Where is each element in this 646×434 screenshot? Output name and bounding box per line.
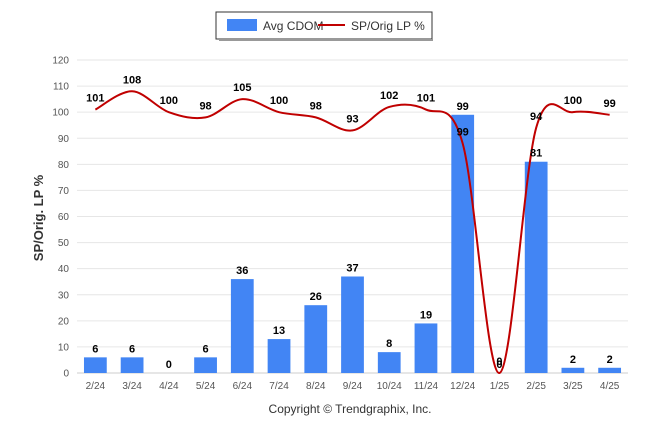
line-value-label: 100 xyxy=(270,95,288,107)
x-tick-label: 6/24 xyxy=(233,381,253,392)
y-tick-label: 0 xyxy=(63,369,69,380)
copyright-text: Copyright © Trendgraphix, Inc. xyxy=(269,402,432,416)
bar xyxy=(230,279,254,373)
bar xyxy=(120,357,144,373)
y-tick-label: 20 xyxy=(58,316,70,327)
bar-value-label: 2 xyxy=(607,354,613,366)
line-value-label: 101 xyxy=(417,93,435,105)
line-value-label: 94 xyxy=(530,111,543,123)
x-tick-label: 10/24 xyxy=(377,381,402,392)
y-axis-label: SP/Orig. LP % xyxy=(31,174,46,261)
x-tick-label: 7/24 xyxy=(269,381,289,392)
bar xyxy=(598,367,622,373)
x-tick-label: 2/24 xyxy=(86,381,106,392)
x-tick-label: 9/24 xyxy=(343,381,363,392)
x-tick-label: 11/24 xyxy=(414,381,439,392)
x-tick-label: 4/25 xyxy=(600,381,620,392)
line-value-label: 108 xyxy=(123,74,141,86)
x-tick-label: 4/24 xyxy=(159,381,179,392)
y-tick-label: 120 xyxy=(52,56,69,67)
line-labels: 101 108 100 98 105 100 98 93 102 101 99 0 94 100 99 xyxy=(86,74,616,368)
line-value-label: 105 xyxy=(233,82,251,94)
bar-value-label: 2 xyxy=(570,354,576,366)
x-axis-ticks: 2/24 3/24 4/24 5/24 6/24 7/24 8/24 9/24 10/24 11/… xyxy=(86,381,620,392)
bar xyxy=(414,323,438,373)
x-tick-label: 2/25 xyxy=(526,381,546,392)
line-series xyxy=(94,90,610,375)
x-tick-label: 1/25 xyxy=(490,381,510,392)
y-tick-label: 40 xyxy=(58,264,70,275)
bar xyxy=(83,357,107,373)
y-axis-ticks: 0 10 20 30 40 50 60 70 80 90 100 110 120 xyxy=(52,56,69,380)
line-value-label: 99 xyxy=(457,126,469,138)
bars xyxy=(83,114,622,374)
bar-value-label: 13 xyxy=(273,325,285,337)
bar-value-label: 99 xyxy=(457,101,469,113)
bar xyxy=(451,114,475,374)
legend-label-sp-orig-lp: SP/Orig LP % xyxy=(351,19,425,33)
bar-labels: 6 6 0 6 36 13 26 37 8 19 99 0 81 2 2 xyxy=(92,101,612,371)
bar-value-label: 6 xyxy=(203,343,209,355)
y-tick-label: 50 xyxy=(58,238,70,249)
legend: Avg CDOM SP/Orig LP % xyxy=(215,11,433,41)
bar xyxy=(377,352,401,373)
bar xyxy=(194,357,217,373)
y-tick-label: 110 xyxy=(53,82,69,93)
legend-swatch-avg-cdom xyxy=(227,19,257,31)
bar xyxy=(304,305,328,373)
y-tick-label: 60 xyxy=(58,212,70,223)
bar-value-label: 0 xyxy=(496,359,502,371)
y-tick-label: 80 xyxy=(58,160,70,171)
bar-value-label: 19 xyxy=(420,309,432,321)
y-tick-label: 70 xyxy=(58,186,70,197)
bar-value-label: 0 xyxy=(166,359,172,371)
bar-value-label: 81 xyxy=(530,148,542,160)
bar xyxy=(341,276,364,373)
bar-value-label: 36 xyxy=(236,265,248,277)
x-tick-label: 5/24 xyxy=(196,381,216,392)
y-tick-label: 100 xyxy=(52,108,69,119)
line-value-label: 102 xyxy=(380,90,398,102)
x-tick-label: 12/24 xyxy=(450,381,475,392)
bar-value-label: 8 xyxy=(386,338,392,350)
bar xyxy=(267,339,291,373)
bar-value-label: 6 xyxy=(92,343,98,355)
bar-value-label: 37 xyxy=(346,262,358,274)
bar-value-label: 6 xyxy=(129,343,135,355)
x-tick-label: 3/25 xyxy=(563,381,583,392)
y-tick-label: 10 xyxy=(58,342,70,353)
line-value-label: 100 xyxy=(564,95,582,107)
x-tick-label: 3/24 xyxy=(122,381,142,392)
line-value-label: 98 xyxy=(310,100,322,112)
bar xyxy=(524,161,548,373)
line-value-label: 100 xyxy=(160,95,178,107)
line-value-label: 93 xyxy=(346,113,358,125)
line-value-label: 0 xyxy=(496,356,502,368)
bar-value-label: 26 xyxy=(310,291,322,303)
legend-label-avg-cdom: Avg CDOM xyxy=(263,19,323,33)
line-value-label: 101 xyxy=(86,93,104,105)
line-value-label: 99 xyxy=(604,98,616,110)
bar xyxy=(561,367,585,373)
y-tick-label: 30 xyxy=(58,290,70,301)
line-value-label: 98 xyxy=(199,100,211,112)
x-tick-label: 8/24 xyxy=(306,381,326,392)
y-tick-label: 90 xyxy=(58,134,70,145)
